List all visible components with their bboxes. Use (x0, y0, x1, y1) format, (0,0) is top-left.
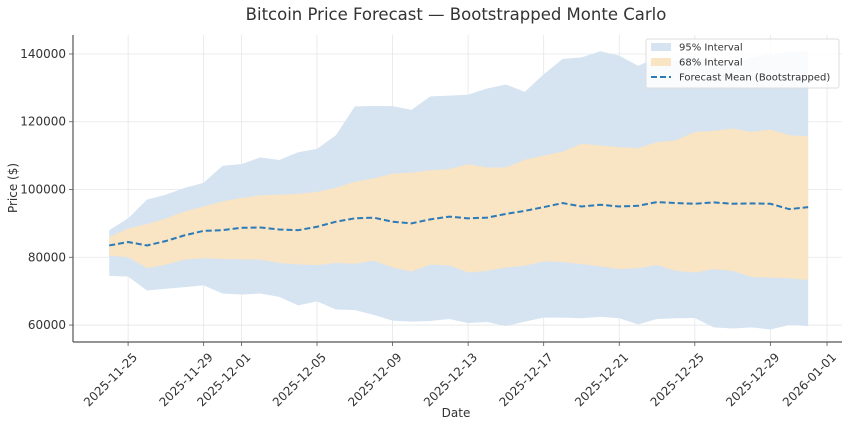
mean-line (109, 201, 809, 247)
x-tick-label: 2025-12-05 (270, 350, 329, 409)
band-1 (109, 128, 809, 280)
x-tick-label: 2026-01-01 (780, 350, 839, 409)
x-axis-label: Date (442, 406, 471, 420)
lines (109, 201, 809, 247)
x-tick-label: 2025-12-29 (723, 350, 782, 409)
y-tick-label: 60000 (28, 318, 66, 332)
x-tick-label: 2025-12-13 (421, 350, 480, 409)
legend-entry: Forecast Mean (Bootstrapped) (679, 73, 830, 84)
legend-swatch (651, 58, 671, 66)
chart-title: Bitcoin Price Forecast — Bootstrapped Mo… (246, 5, 667, 24)
y-axis-label: Price ($) (6, 163, 20, 213)
y-tick-label: 140000 (20, 47, 66, 61)
y-tick-label: 120000 (20, 115, 66, 129)
x-tick-label: 2025-12-21 (572, 350, 631, 409)
legend-entry: 68% Interval (679, 58, 743, 69)
bands (109, 51, 809, 330)
y-tick-label: 80000 (28, 250, 66, 264)
x-tick-label: 2025-12-17 (497, 350, 556, 409)
x-tick-label: 2025-11-25 (81, 350, 140, 409)
legend-entry: 95% Interval (679, 43, 743, 54)
x-tick-label: 2025-12-25 (648, 350, 707, 409)
y-tick-label: 100000 (20, 183, 66, 197)
legend-box (645, 38, 840, 89)
x-tick-label: 2025-12-09 (345, 350, 404, 409)
legend-swatch (651, 43, 671, 51)
legend: 95% Interval 68% Interval Forecast Mean (B… (645, 38, 840, 89)
